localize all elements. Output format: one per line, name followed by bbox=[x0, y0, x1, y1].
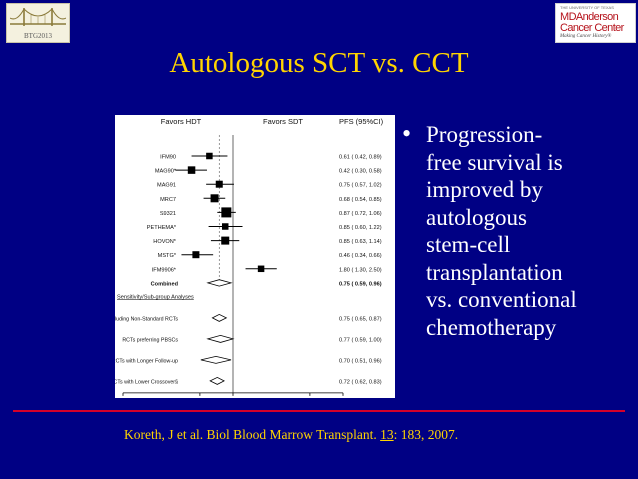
ci-value: 1.80 ( 1.30, 2.50) bbox=[339, 267, 382, 273]
study-label: MSTG* bbox=[158, 253, 177, 259]
subgroup-label: RCTs with Lower Crossover§ bbox=[115, 379, 178, 385]
logo-name-line2: Cancer Center bbox=[560, 22, 624, 34]
bullet-line: free survival is bbox=[426, 149, 563, 175]
citation-pages: : 183, 2007. bbox=[393, 427, 459, 442]
effect-square bbox=[221, 236, 230, 245]
ci-value: 0.42 ( 0.30, 0.58) bbox=[339, 169, 382, 175]
study-label: MAG91 bbox=[157, 183, 176, 189]
bullet-line: vs. conventional bbox=[426, 287, 577, 312]
combined-label: Combined bbox=[151, 281, 179, 287]
effect-square bbox=[257, 265, 265, 273]
subgroup-label: Excluding Non-Standard RCTs bbox=[115, 316, 178, 322]
study-label: S9321 bbox=[160, 211, 176, 217]
ci-value: 0.85 ( 0.63, 1.14) bbox=[339, 239, 382, 245]
bridge-icon bbox=[10, 8, 66, 26]
subgroup-ci-value: 0.75 ( 0.65, 0.87) bbox=[339, 316, 382, 322]
btg-bridge-logo: BTG2013 bbox=[6, 3, 70, 43]
bullet-line: transplantation bbox=[426, 259, 563, 285]
ci-value: 0.87 ( 0.72, 1.06) bbox=[339, 211, 382, 217]
citation-source: Koreth, J et al. Biol Blood Marrow Trans… bbox=[124, 427, 381, 442]
forest-plot: Favors HDT Favors SDT PFS (95%CI) IFM90 0.61… bbox=[115, 115, 395, 398]
subgroup-diamond bbox=[200, 355, 232, 364]
study-label: MRC7 bbox=[160, 197, 176, 203]
study-label: IFM9906* bbox=[152, 267, 177, 273]
ci-value: 0.46 ( 0.34, 0.66) bbox=[339, 253, 382, 259]
btg-tag: BTG2013 bbox=[24, 32, 52, 40]
combined-diamond bbox=[206, 279, 233, 287]
bullet-line: stem-cell bbox=[426, 232, 511, 257]
effect-square bbox=[221, 207, 232, 218]
slide-title: Autologous SCT vs. CCT bbox=[169, 47, 469, 79]
subgroup-label: RCTs preferring PBSCs bbox=[122, 337, 178, 343]
combined-ci-value: 0.75 ( 0.59, 0.96) bbox=[339, 281, 382, 287]
effect-square bbox=[221, 223, 229, 230]
bullet-line: autologous bbox=[426, 204, 527, 230]
bullet-line: Progression- bbox=[426, 122, 543, 147]
logo-tagline: Making Cancer History® bbox=[560, 34, 612, 39]
bullet-line: improved by bbox=[426, 177, 543, 202]
logo-name-line1: MDAnderson bbox=[560, 11, 619, 23]
bullet-line: chemotherapy bbox=[426, 314, 557, 340]
ci-value: 0.61 ( 0.42, 0.89) bbox=[339, 155, 382, 161]
bullet-dot-icon: • bbox=[402, 119, 412, 148]
study-label: PETHEMA* bbox=[147, 225, 177, 231]
study-label: IFM90 bbox=[160, 155, 176, 161]
effect-square bbox=[192, 251, 200, 259]
effect-square bbox=[206, 152, 213, 160]
subgroup-diamond bbox=[211, 313, 228, 322]
effect-square bbox=[187, 166, 196, 174]
forest-plot-svg: Favors HDT Favors SDT PFS (95%CI) IFM90 0.61… bbox=[115, 117, 384, 396]
title-rule bbox=[13, 410, 625, 412]
subgroup-label: RCTs with Longer Follow-up bbox=[115, 358, 178, 364]
ci-value: 0.75 ( 0.57, 1.02) bbox=[339, 183, 382, 189]
favors-sdt-label: Favors SDT bbox=[263, 117, 303, 126]
subgroup-ci-value: 0.72 ( 0.62, 0.83) bbox=[339, 379, 382, 385]
subgroup-ci-value: 0.77 ( 0.59, 1.00) bbox=[339, 337, 382, 343]
effect-square bbox=[210, 194, 219, 203]
subgroup-heading: Sensitivity/Sub-group Analyses bbox=[117, 294, 194, 300]
citation-volume: 13 bbox=[380, 427, 394, 442]
pfs-ci-header: PFS (95%CI) bbox=[339, 117, 384, 126]
favors-hdt-label: Favors HDT bbox=[161, 117, 202, 126]
citation: Koreth, J et al. Biol Blood Marrow Trans… bbox=[124, 427, 458, 443]
ci-value: 0.85 ( 0.60, 1.22) bbox=[339, 225, 382, 231]
md-anderson-logo: THE UNIVERSITY OF TEXAS MDAnderson Cance… bbox=[555, 3, 636, 43]
bullet-text: Progression- free survival is improved b… bbox=[426, 121, 636, 341]
ci-value: 0.68 ( 0.54, 0.85) bbox=[339, 197, 382, 203]
study-label: MAG90* bbox=[155, 169, 177, 175]
effect-square bbox=[215, 180, 223, 188]
subgroup-diamond bbox=[209, 376, 225, 385]
subgroup-ci-value: 0.70 ( 0.51, 0.96) bbox=[339, 358, 382, 364]
study-label: HOVON* bbox=[153, 239, 177, 245]
logo-university-line: THE UNIVERSITY OF TEXAS bbox=[560, 5, 614, 10]
subgroup-diamond bbox=[206, 334, 235, 343]
